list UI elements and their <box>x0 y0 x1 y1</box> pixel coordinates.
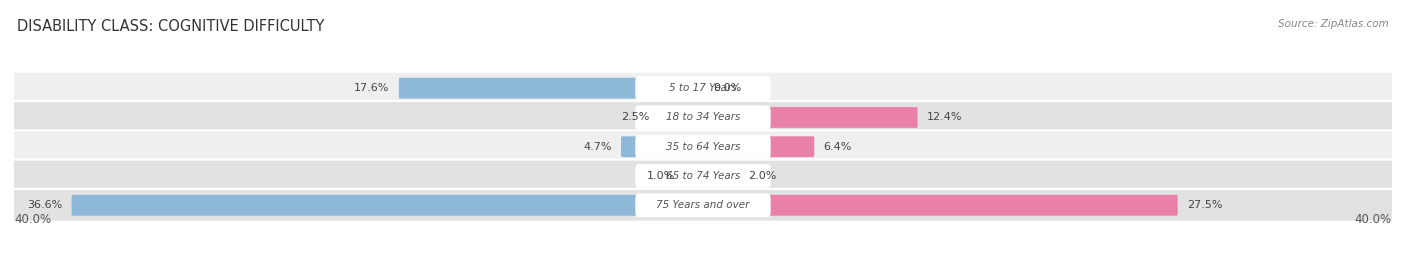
Text: 0.0%: 0.0% <box>713 83 741 93</box>
FancyBboxPatch shape <box>702 107 918 128</box>
FancyBboxPatch shape <box>11 101 1395 134</box>
Text: 4.7%: 4.7% <box>583 142 612 152</box>
Text: 17.6%: 17.6% <box>354 83 389 93</box>
FancyBboxPatch shape <box>702 166 738 186</box>
FancyBboxPatch shape <box>11 160 1395 193</box>
FancyBboxPatch shape <box>72 195 704 216</box>
Text: 36.6%: 36.6% <box>27 200 62 210</box>
FancyBboxPatch shape <box>702 136 814 157</box>
FancyBboxPatch shape <box>636 135 770 158</box>
FancyBboxPatch shape <box>11 72 1395 104</box>
Text: 2.5%: 2.5% <box>621 112 650 122</box>
Text: 5 to 17 Years: 5 to 17 Years <box>669 83 737 93</box>
FancyBboxPatch shape <box>11 189 1395 222</box>
FancyBboxPatch shape <box>636 106 770 129</box>
FancyBboxPatch shape <box>636 164 770 188</box>
FancyBboxPatch shape <box>659 107 704 128</box>
FancyBboxPatch shape <box>11 130 1395 163</box>
FancyBboxPatch shape <box>636 76 770 100</box>
FancyBboxPatch shape <box>702 195 1178 216</box>
Text: 12.4%: 12.4% <box>927 112 962 122</box>
Text: 75 Years and over: 75 Years and over <box>657 200 749 210</box>
Text: Source: ZipAtlas.com: Source: ZipAtlas.com <box>1278 19 1389 29</box>
FancyBboxPatch shape <box>636 193 770 217</box>
Text: 40.0%: 40.0% <box>1355 212 1392 225</box>
Text: 65 to 74 Years: 65 to 74 Years <box>666 171 740 181</box>
Text: 18 to 34 Years: 18 to 34 Years <box>666 112 740 122</box>
FancyBboxPatch shape <box>685 166 704 186</box>
Text: 1.0%: 1.0% <box>647 171 675 181</box>
Text: 27.5%: 27.5% <box>1187 200 1222 210</box>
Text: DISABILITY CLASS: COGNITIVE DIFFICULTY: DISABILITY CLASS: COGNITIVE DIFFICULTY <box>17 19 325 34</box>
FancyBboxPatch shape <box>621 136 704 157</box>
Text: 2.0%: 2.0% <box>748 171 776 181</box>
FancyBboxPatch shape <box>399 78 704 99</box>
Text: 6.4%: 6.4% <box>824 142 852 152</box>
Text: 40.0%: 40.0% <box>14 212 51 225</box>
Text: 35 to 64 Years: 35 to 64 Years <box>666 142 740 152</box>
